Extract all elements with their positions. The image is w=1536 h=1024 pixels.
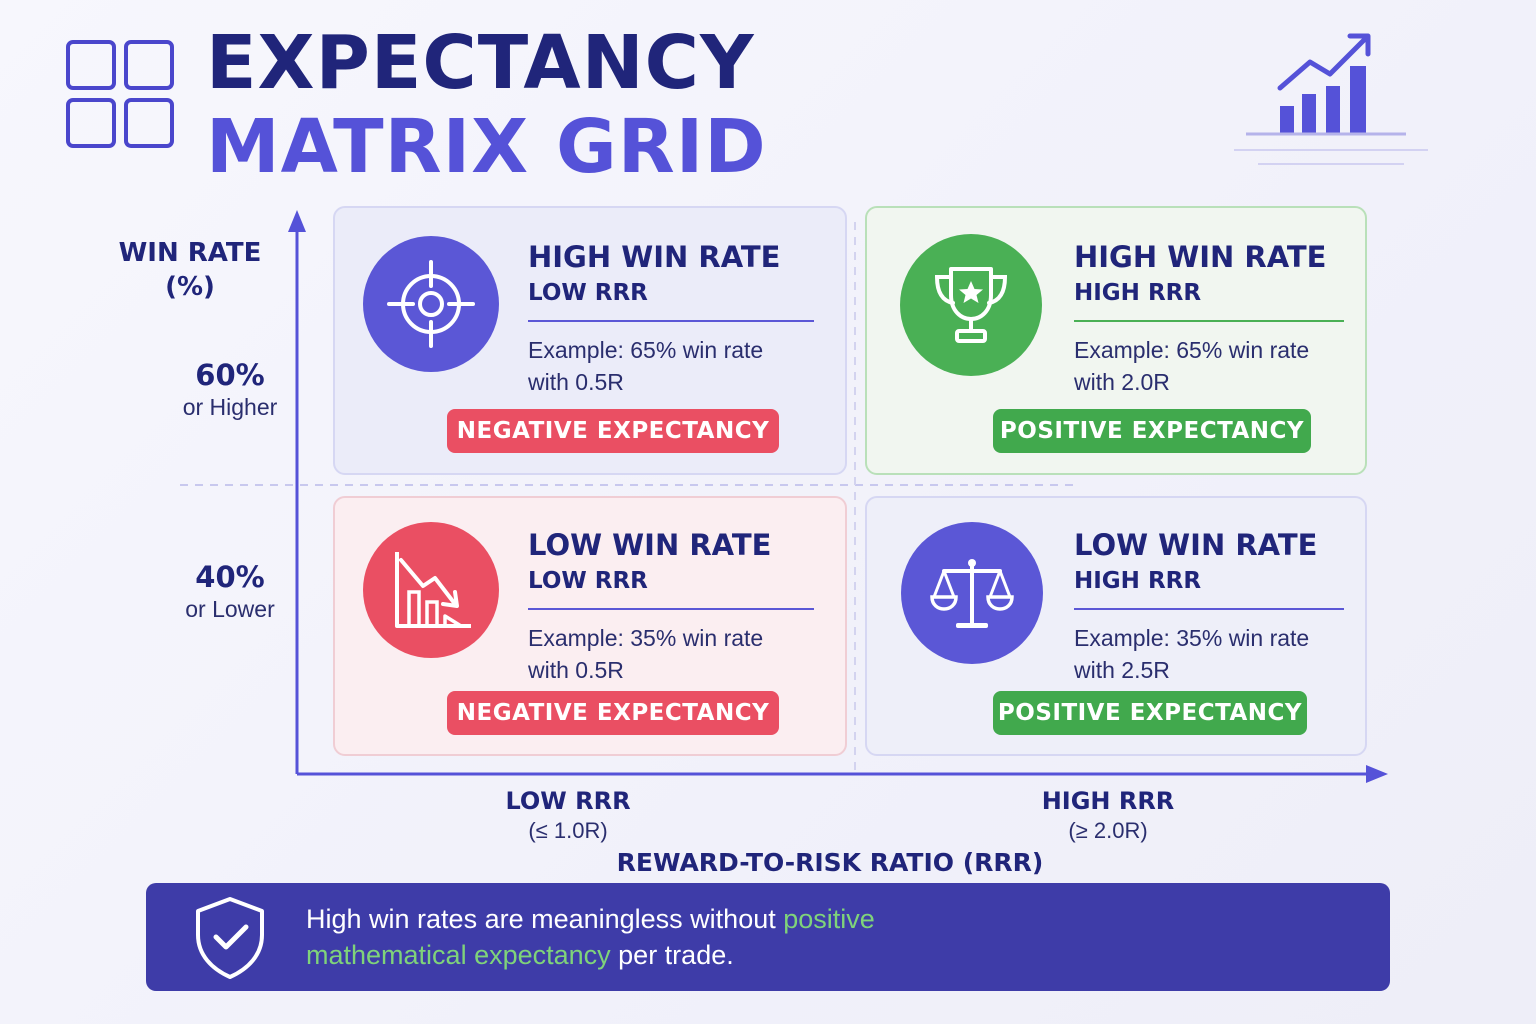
quadrant-high-win-low-rrr: HIGH WIN RATE LOW RRR Example: 65% win r…: [333, 206, 847, 475]
balance-scale-icon: [901, 522, 1043, 664]
banner-text-part2: per trade.: [610, 940, 734, 970]
quadrant-subtitle: LOW RRR: [528, 280, 648, 306]
x-tick-high-title: HIGH RRR: [1041, 787, 1175, 815]
quadrant-title: LOW WIN RATE: [1074, 528, 1318, 562]
divider: [1074, 320, 1344, 322]
example-line2: with 2.0R: [1074, 369, 1170, 395]
x-tick-high-note: (≥ 2.0R): [1068, 818, 1148, 843]
quadrant-title: LOW WIN RATE: [528, 528, 772, 562]
y-tick-low: 40% or Lower: [150, 560, 310, 624]
negative-expectancy-badge: NEGATIVE EXPECTANCY: [447, 691, 779, 735]
page-title-line1: EXPECTANCY: [206, 20, 755, 106]
y-axis-label: WIN RATE (%): [110, 236, 270, 304]
y-axis-label-line2: (%): [165, 272, 215, 302]
quadrant-text: LOW WIN RATE LOW RRR Example: 35% win ra…: [528, 528, 818, 686]
banner-text-part1: High win rates are meaningless without: [306, 904, 784, 934]
example-line2: with 0.5R: [528, 657, 624, 683]
example-line1: Example: 65% win rate: [528, 337, 764, 363]
banner-text-highlight: positive mathematical expectancy: [306, 904, 875, 970]
quadrant-text: HIGH WIN RATE LOW RRR Example: 65% win r…: [528, 240, 818, 398]
quadrant-example: Example: 65% win rate with 0.5R: [528, 334, 818, 398]
example-line2: with 2.5R: [1074, 657, 1170, 683]
y-tick-low-value: 40%: [195, 560, 265, 594]
quadrant-title: HIGH WIN RATE: [528, 240, 781, 274]
example-line1: Example: 35% win rate: [528, 625, 764, 651]
target-crosshair-icon: [363, 236, 499, 372]
x-tick-low-title: LOW RRR: [505, 787, 631, 815]
y-tick-high: 60% or Higher: [150, 358, 310, 422]
y-tick-low-note: or Lower: [185, 596, 275, 622]
y-tick-high-value: 60%: [195, 358, 265, 392]
divider: [1074, 608, 1344, 610]
example-line1: Example: 35% win rate: [1074, 625, 1310, 651]
quadrant-example: Example: 35% win rate with 0.5R: [528, 622, 818, 686]
divider: [528, 320, 814, 322]
page-title-line2: MATRIX GRID: [206, 104, 767, 190]
x-tick-high: HIGH RRR (≥ 2.0R): [988, 786, 1228, 846]
quadrant-title: HIGH WIN RATE: [1074, 240, 1327, 274]
x-tick-low: LOW RRR (≤ 1.0R): [448, 786, 688, 846]
positive-expectancy-badge: POSITIVE EXPECTANCY: [993, 691, 1307, 735]
y-tick-high-note: or Higher: [182, 394, 278, 420]
y-axis-label-line1: WIN RATE: [118, 238, 262, 268]
quadrant-low-win-low-rrr: LOW WIN RATE LOW RRR Example: 35% win ra…: [333, 496, 847, 756]
x-tick-low-note: (≤ 1.0R): [528, 818, 608, 843]
quadrant-subtitle: LOW RRR: [528, 568, 648, 594]
positive-expectancy-badge: POSITIVE EXPECTANCY: [993, 409, 1311, 453]
bar-chart-growth-icon: [1234, 33, 1428, 165]
insight-banner: High win rates are meaningless without p…: [146, 883, 1390, 991]
x-axis-label: REWARD-TO-RISK RATIO (RRR): [616, 848, 1044, 877]
banner-message: High win rates are meaningless without p…: [306, 901, 1006, 973]
example-line2: with 0.5R: [528, 369, 624, 395]
quadrant-example: Example: 65% win rate with 2.0R: [1074, 334, 1364, 398]
quadrant-text: LOW WIN RATE HIGH RRR Example: 35% win r…: [1074, 528, 1364, 686]
trophy-icon: [900, 234, 1042, 376]
divider: [528, 608, 814, 610]
grid-icon: [66, 40, 174, 148]
quadrant-low-win-high-rrr: LOW WIN RATE HIGH RRR Example: 35% win r…: [865, 496, 1367, 756]
quadrant-example: Example: 35% win rate with 2.5R: [1074, 622, 1364, 686]
quadrant-text: HIGH WIN RATE HIGH RRR Example: 65% win …: [1074, 240, 1364, 398]
quadrant-subtitle: HIGH RRR: [1074, 568, 1202, 594]
shield-check-icon: [196, 897, 264, 979]
quadrant-high-win-high-rrr: HIGH WIN RATE HIGH RRR Example: 65% win …: [865, 206, 1367, 475]
negative-expectancy-badge: NEGATIVE EXPECTANCY: [447, 409, 779, 453]
quadrant-subtitle: HIGH RRR: [1074, 280, 1202, 306]
example-line1: Example: 65% win rate: [1074, 337, 1310, 363]
declining-chart-icon: [363, 522, 499, 658]
